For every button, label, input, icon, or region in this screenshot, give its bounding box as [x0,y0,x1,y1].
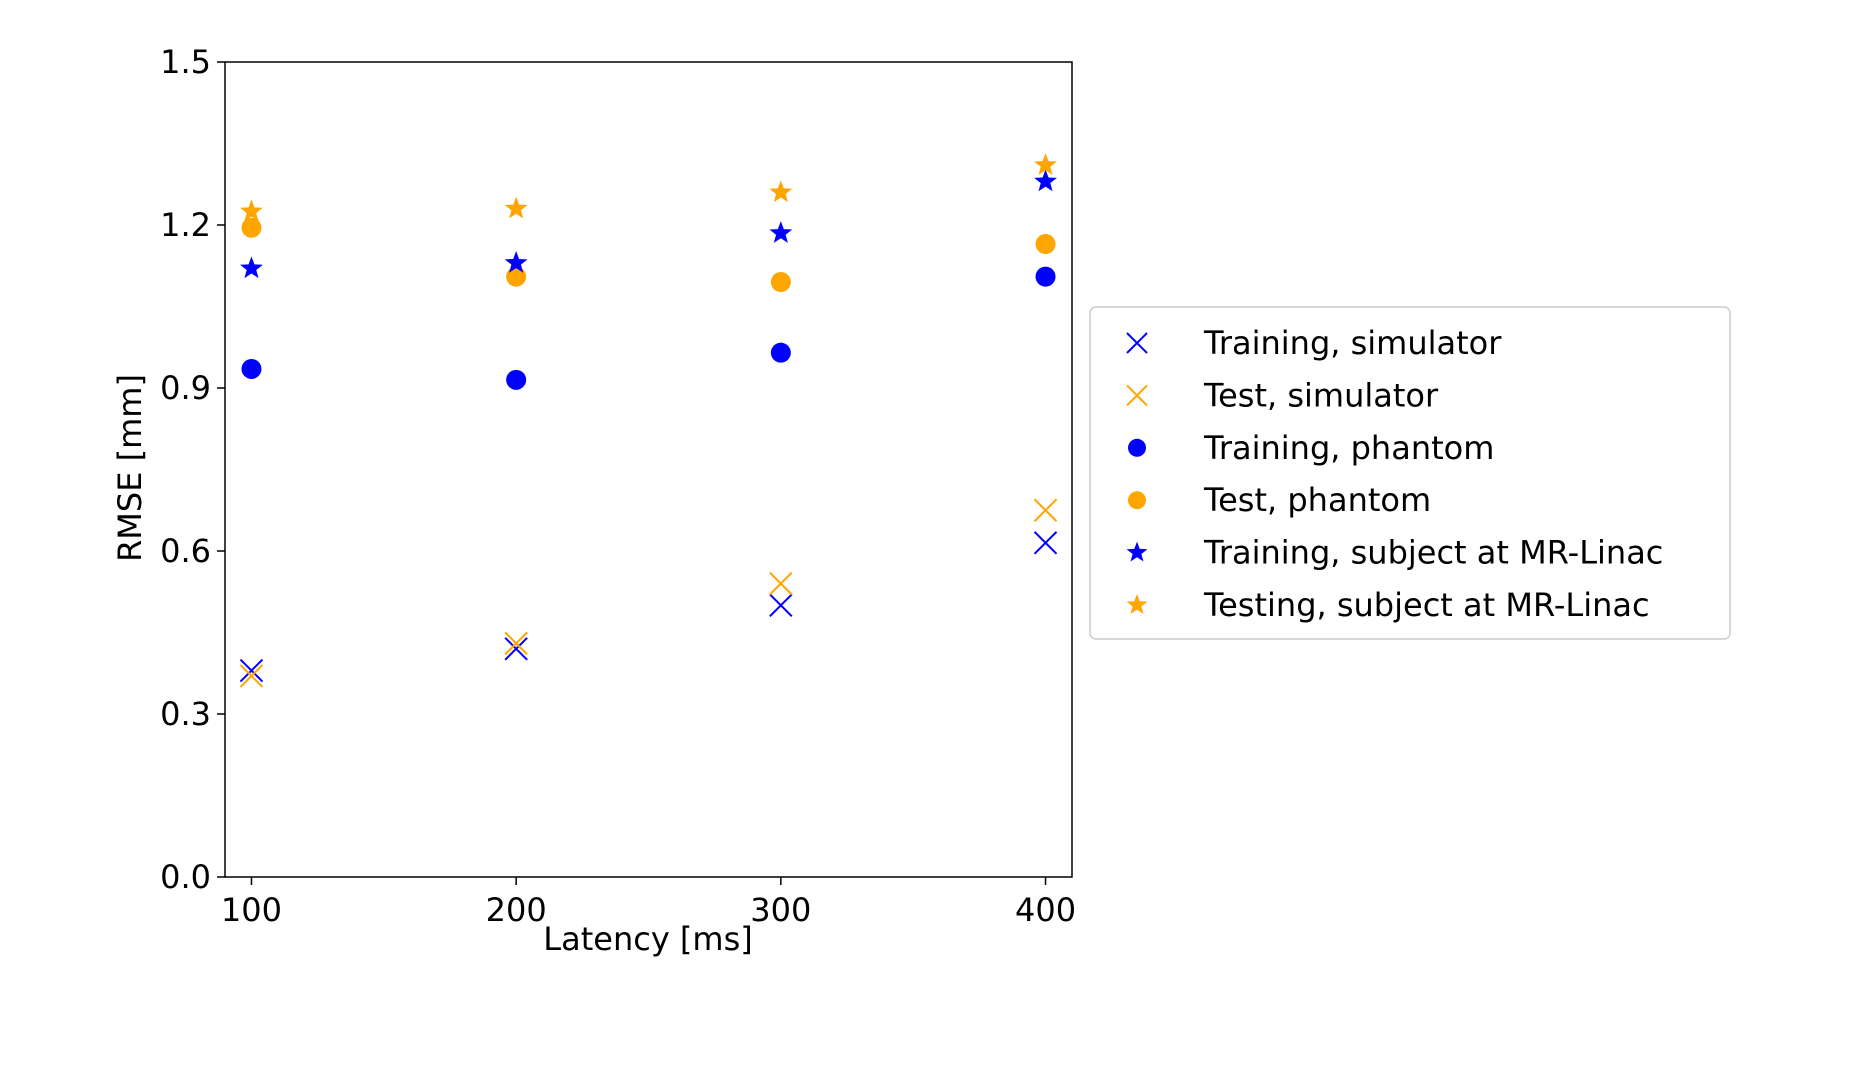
data-point [239,658,264,683]
data-point [1033,531,1058,555]
data-point [504,631,528,656]
data-point [504,196,528,219]
y-tick-label: 1.5 [160,43,211,81]
legend-label: Test, phantom [1203,481,1431,519]
legend-marker-stroke-b [1126,384,1148,407]
legend-marker [1126,332,1148,354]
x-tick-label: 100 [221,891,282,929]
data-point [769,180,793,203]
plot-area [239,153,1058,688]
y-tick-label: 0.0 [160,858,211,896]
series-1 [239,498,1058,688]
x-axis-label: Latency [ms] [543,920,752,958]
data-point-stroke-b [504,631,528,656]
data-point-stroke-b [1033,498,1058,522]
data-point-stroke-b [769,571,793,596]
legend-label: Test, simulator [1203,376,1439,414]
legend-label: Testing, subject at MR-Linac [1203,586,1650,624]
data-point [241,358,262,379]
y-tick-label: 0.9 [160,369,211,407]
data-point [1034,169,1057,192]
x-tick-label: 300 [750,891,811,929]
data-point [506,266,527,287]
legend-box [1089,306,1731,640]
data-point-stroke-b [769,593,793,618]
data-point [239,664,264,688]
legend-marker [1126,594,1148,614]
legend-marker [1126,384,1148,407]
x-tick-label: 400 [1015,891,1076,929]
data-point [1034,153,1057,175]
series-4 [240,169,1057,279]
data-point [241,217,262,238]
data-point [240,256,263,279]
data-point [506,369,527,390]
data-point-stroke-b [504,637,528,661]
y-axis-label: RMSE [mm] [111,374,149,562]
legend-label: Training, phantom [1203,429,1494,467]
legend-label: Training, subject at MR-Linac [1203,534,1663,572]
data-point [1035,266,1056,287]
series-3 [241,217,1056,293]
y-tick-label: 0.6 [160,532,211,570]
data-point [770,342,791,363]
plot-frame [224,61,1073,878]
data-point [769,221,793,243]
data-point [770,272,791,293]
legend: Training, simulator Test, simulator Traini… [1089,306,1731,640]
series-5 [240,153,1057,222]
data-point [769,571,793,596]
y-tick-label: 0.3 [160,695,211,733]
axes: 100 200 300 400 0.0 0.3 0.6 0.9 1.2 1.5 [160,43,1076,929]
data-point [504,251,528,273]
series-2 [241,266,1056,390]
legend-marker-stroke-b [1126,332,1148,354]
data-point [1035,234,1056,255]
data-point [504,637,528,661]
legend-marker [1128,438,1146,457]
data-point-stroke-b [239,658,264,683]
data-point [240,199,263,222]
legend-marker [1128,491,1146,510]
data-point-stroke-b [1033,531,1058,555]
data-point-stroke-b [239,664,264,688]
data-point [769,593,793,618]
y-tick-label: 1.2 [160,206,211,244]
x-tick-label: 200 [486,891,547,929]
legend-label: Training, simulator [1203,324,1502,362]
legend-marker [1126,541,1148,562]
data-point [1033,498,1058,522]
series-0 [239,531,1058,683]
